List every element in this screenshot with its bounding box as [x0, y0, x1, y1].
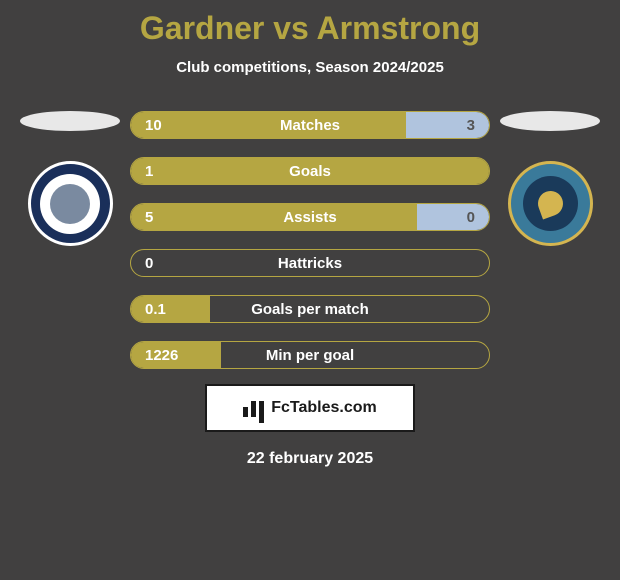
- page-subtitle: Club competitions, Season 2024/2025: [0, 59, 620, 76]
- stat-value-right: 0: [467, 209, 475, 226]
- stat-label: Assists: [131, 209, 489, 226]
- comparison-area: 10Matches31Goals5Assists00Hattricks0.1Go…: [0, 111, 620, 369]
- stat-row: 1Goals: [130, 157, 490, 185]
- comparison-container: Gardner vs Armstrong Club competitions, …: [0, 0, 620, 468]
- stat-label: Min per goal: [131, 347, 489, 364]
- page-title: Gardner vs Armstrong: [0, 10, 620, 47]
- stat-label: Hattricks: [131, 255, 489, 272]
- stat-row: 0.1Goals per match: [130, 295, 490, 323]
- stat-row: 10Matches3: [130, 111, 490, 139]
- bars-icon: [243, 399, 265, 417]
- stat-label: Matches: [131, 117, 489, 134]
- brand-badge: FcTables.com: [205, 384, 415, 432]
- player-right-column: [500, 111, 600, 246]
- club-badge-right: [508, 161, 593, 246]
- footer-date: 22 february 2025: [0, 450, 620, 468]
- stats-column: 10Matches31Goals5Assists00Hattricks0.1Go…: [130, 111, 490, 369]
- stat-row: 1226Min per goal: [130, 341, 490, 369]
- stat-label: Goals: [131, 163, 489, 180]
- player-left-column: [20, 111, 120, 246]
- brand-text: FcTables.com: [271, 399, 377, 417]
- stat-label: Goals per match: [131, 301, 489, 318]
- stat-value-right: 3: [467, 117, 475, 134]
- stat-row: 0Hattricks: [130, 249, 490, 277]
- player-right-silhouette: [500, 111, 600, 131]
- player-left-silhouette: [20, 111, 120, 131]
- club-badge-left: [28, 161, 113, 246]
- stat-row: 5Assists0: [130, 203, 490, 231]
